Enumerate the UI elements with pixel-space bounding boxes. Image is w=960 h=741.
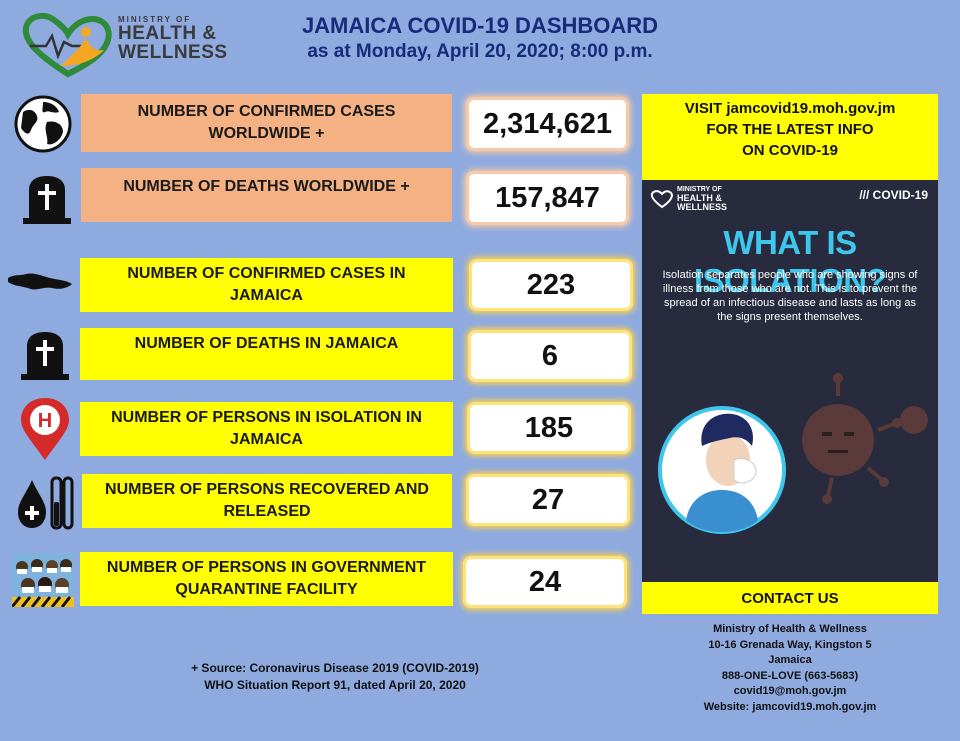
isolation-poster: MINISTRY OF HEALTH & WELLNESS /// COVID-… (642, 180, 938, 582)
masked-crowd-icon (12, 553, 74, 607)
heart-logo-icon (650, 190, 674, 209)
logo-line-2: HEALTH & (118, 23, 217, 44)
stat-value-isolation: 185 (467, 402, 631, 454)
dashboard-title-block: JAMAICA COVID-19 DASHBOARD as at Monday,… (245, 12, 715, 64)
source-line-2: WHO Situation Report 91, dated April 20,… (204, 678, 466, 692)
logo-text: MINISTRY OF HEALTH & WELLNESS (118, 15, 228, 63)
contact-phone: 888-ONE-LOVE (663-5683) (721, 669, 859, 682)
source-line-1: + Source: Coronavirus Disease 2019 (COVI… (191, 661, 479, 675)
stat-label-jamaica-cases: NUMBER OF CONFIRMED CASES IN JAMAICA (80, 258, 453, 312)
poster-body: Isolation separates people who are showi… (662, 269, 918, 323)
page-subtitle: as at Monday, April 20, 2020; 8:00 p.m. (307, 41, 653, 62)
globe-icon (13, 94, 73, 154)
contact-country: Jamaica (768, 654, 812, 666)
contact-website[interactable]: Website: jamcovid19.moh.gov.jm (703, 700, 877, 713)
stat-label-worldwide-cases: NUMBER OF CONFIRMED CASES WORLDWIDE + (81, 94, 452, 152)
stat-value-recovered: 27 (466, 474, 630, 526)
stat-value-worldwide-deaths: 157,847 (466, 171, 629, 225)
blood-test-icon (14, 472, 74, 532)
poster-brand: MINISTRY OF HEALTH & WELLNESS (650, 186, 727, 212)
logo-line-1: MINISTRY OF (118, 15, 192, 24)
poster-illustration (658, 373, 928, 534)
source-note: + Source: Coronavirus Disease 2019 (COVI… (150, 660, 520, 694)
ministry-logo (20, 10, 235, 80)
poster-brand-line-1: MINISTRY OF (677, 186, 722, 193)
contact-heading: CONTACT US (642, 582, 938, 614)
stat-value-quarantine: 24 (463, 556, 627, 608)
visit-line-3: ON COVID-19 (742, 142, 838, 159)
stat-label-quarantine: NUMBER OF PERSONS IN GOVERNMENT QUARANTI… (80, 552, 453, 606)
stat-label-isolation: NUMBER OF PERSONS IN ISOLATION IN JAMAIC… (80, 402, 453, 456)
tombstone-icon (15, 326, 75, 386)
stat-label-worldwide-deaths: NUMBER OF DEATHS WORLDWIDE + (81, 168, 452, 222)
contact-email[interactable]: covid19@moh.gov.jm (733, 685, 847, 697)
stat-value-jamaica-cases: 223 (469, 259, 633, 311)
visit-line-2: FOR THE LATEST INFO (706, 121, 874, 138)
jamaica-map-icon (6, 268, 74, 296)
contact-address: Ministry of Health & Wellness 10-16 Gren… (642, 622, 938, 715)
stat-value-worldwide-cases: 2,314,621 (466, 97, 629, 151)
poster-brand-line-3: WELLNESS (677, 202, 728, 212)
svg-text:H: H (38, 410, 52, 432)
stat-label-jamaica-deaths: NUMBER OF DEATHS IN JAMAICA (80, 328, 453, 380)
poster-headline: WHAT IS ISOLATION? (693, 224, 887, 299)
poster-tag: /// COVID-19 (859, 188, 928, 202)
poster-brand-line-2: HEALTH & (677, 193, 722, 203)
heart-logo-icon (22, 12, 112, 78)
hospital-pin-icon: H (17, 396, 73, 462)
visit-banner: VISIT jamcovid19.moh.gov.jm FOR THE LATE… (642, 94, 938, 180)
contact-org: Ministry of Health & Wellness (713, 623, 867, 635)
stat-value-jamaica-deaths: 6 (468, 330, 632, 382)
contact-street: 10-16 Grenada Way, Kingston 5 (708, 638, 872, 651)
logo-line-3: WELLNESS (118, 42, 228, 63)
visit-line-1: VISIT jamcovid19.moh.gov.jm (684, 100, 896, 117)
page-title: JAMAICA COVID-19 DASHBOARD (301, 13, 659, 38)
stat-label-recovered: NUMBER OF PERSONS RECOVERED AND RELEASED (82, 474, 452, 528)
tombstone-icon (17, 170, 77, 230)
